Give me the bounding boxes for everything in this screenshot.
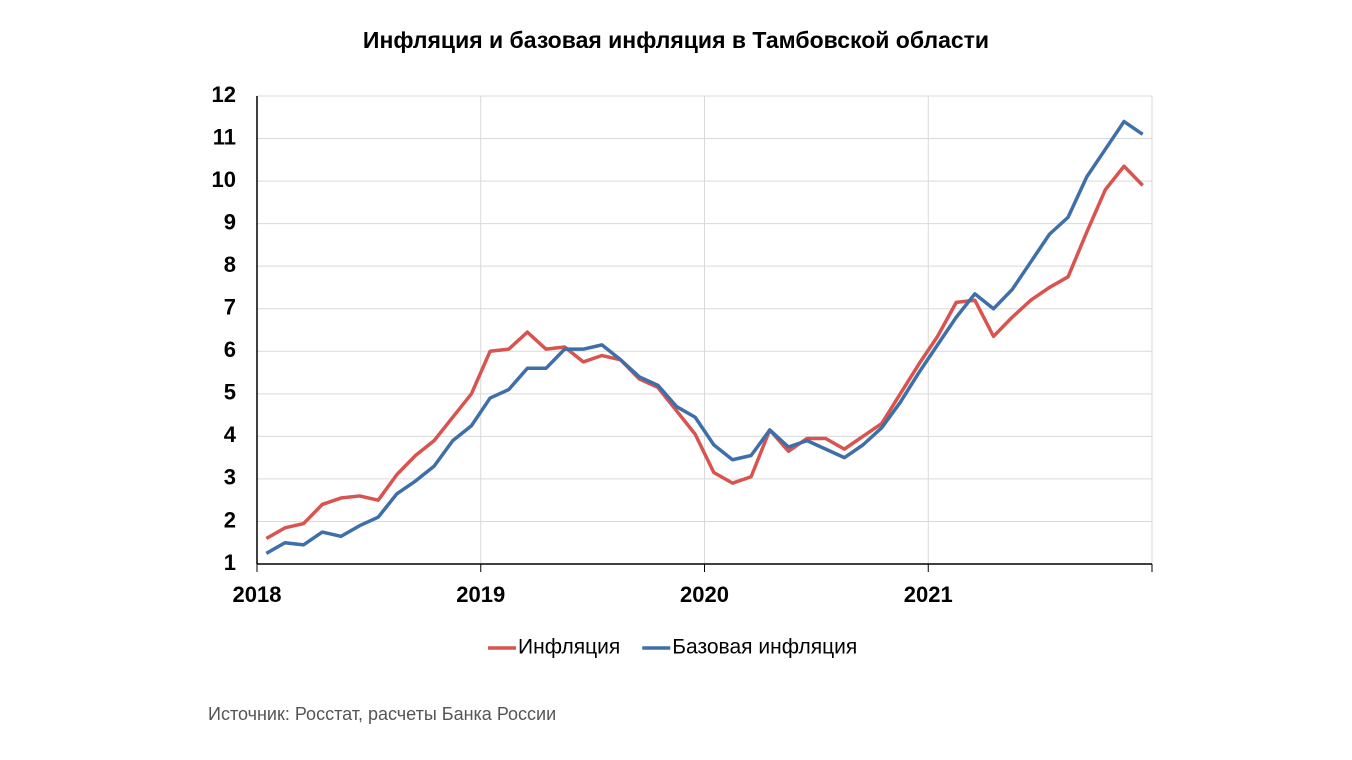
y-tick-label: 2: [224, 507, 236, 532]
y-tick-label: 7: [224, 295, 236, 320]
y-tick-label: 1: [224, 550, 236, 575]
y-tick-label: 5: [224, 380, 236, 405]
y-tick-label: 9: [224, 209, 236, 234]
series-line: [265, 164, 1144, 540]
chart-title: Инфляция и базовая инфляция в Тамбовской…: [363, 27, 989, 53]
x-tick-label: 2021: [904, 582, 953, 607]
y-tick-label: 6: [224, 337, 236, 362]
legend-label: Инфляция: [518, 636, 620, 659]
y-tick-label: 3: [224, 465, 236, 490]
legend-label: Базовая инфляция: [672, 636, 857, 659]
y-tick-label: 11: [213, 124, 236, 149]
x-tick-label: 2019: [456, 582, 505, 607]
y-tick-label: 10: [212, 167, 236, 192]
x-tick-label: 2018: [233, 582, 282, 607]
source-note: Источник: Росстат, расчеты Банка России: [208, 704, 556, 724]
y-tick-label: 8: [224, 252, 236, 277]
y-tick-label: 12: [212, 82, 236, 107]
series-line: [265, 119, 1144, 555]
x-tick-label: 2020: [680, 582, 729, 607]
y-tick-label: 4: [224, 422, 237, 447]
